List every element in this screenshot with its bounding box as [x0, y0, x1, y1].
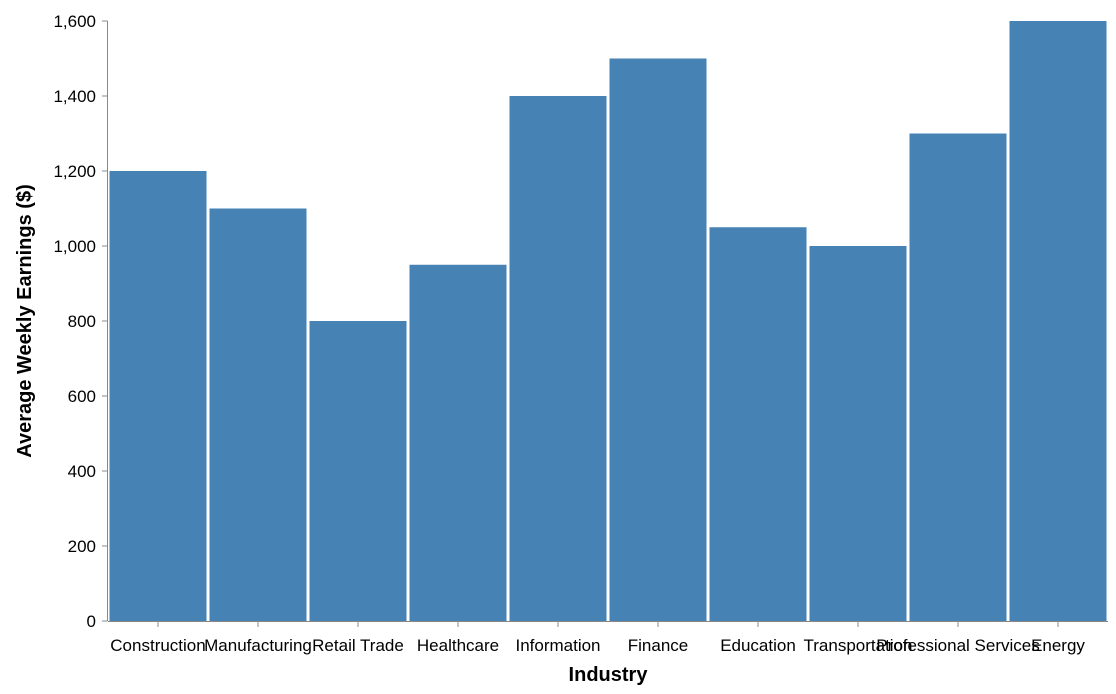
bar-manufacturing	[209, 208, 307, 621]
bar-education	[709, 227, 807, 621]
bar-transportation	[809, 246, 907, 621]
y-tick-label: 0	[87, 612, 96, 631]
x-tick-label: Transportation	[804, 636, 913, 655]
x-tick-label: Manufacturing	[204, 636, 312, 655]
x-tick-label: Education	[720, 636, 796, 655]
y-tick-label: 800	[68, 312, 96, 331]
x-tick-label: Professional Services	[876, 636, 1039, 655]
y-axis: 0 200 400 600 800 1,000 1,200 1,400 1,600	[53, 12, 108, 631]
y-tick-label: 400	[68, 462, 96, 481]
x-tick-label: Healthcare	[417, 636, 499, 655]
x-tick-label: Finance	[628, 636, 688, 655]
bar-information	[509, 96, 607, 621]
bar-healthcare	[409, 264, 507, 621]
bars-group	[109, 21, 1107, 621]
x-axis-title: Industry	[569, 664, 649, 686]
bar-energy	[1009, 21, 1107, 621]
bar-retail-trade	[309, 321, 407, 621]
y-tick-label: 1,600	[53, 12, 96, 31]
y-tick-label: 600	[68, 387, 96, 406]
x-tick-label: Construction	[110, 636, 205, 655]
bar-professional-services	[909, 133, 1007, 621]
y-axis-title: Average Weekly Earnings ($)	[14, 184, 36, 457]
bar-construction	[109, 171, 207, 621]
x-tick-label: Information	[515, 636, 600, 655]
y-tick-label: 1,400	[53, 87, 96, 106]
bar-finance	[609, 58, 707, 621]
y-tick-label: 1,200	[53, 162, 96, 181]
y-tick-label: 1,000	[53, 237, 96, 256]
y-tick-label: 200	[68, 537, 96, 556]
x-tick-label: Energy	[1031, 636, 1085, 655]
x-tick-label: Retail Trade	[312, 636, 404, 655]
